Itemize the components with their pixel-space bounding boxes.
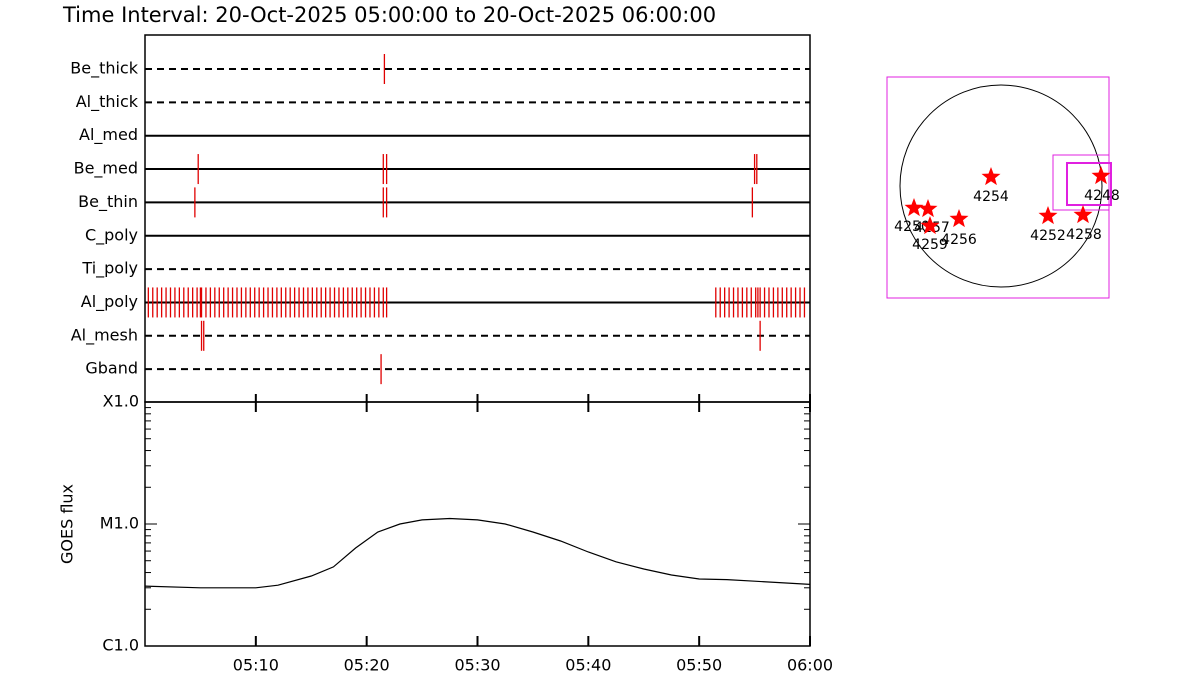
row-label: Be_med: [74, 159, 138, 179]
region-star: [1038, 206, 1058, 225]
x-tick-label: 05:10: [233, 656, 279, 675]
region-star: [920, 216, 940, 235]
region-star: [949, 209, 969, 228]
row-label: Gband: [85, 359, 138, 378]
fov-box: [1052, 154, 1110, 211]
region-star: [1091, 166, 1111, 185]
region-label: 4248: [1084, 188, 1120, 204]
y-axis-label: GOES flux: [58, 484, 77, 564]
x-tick-label: 06:00: [787, 656, 833, 675]
row-label: Al_mesh: [71, 325, 138, 345]
row-label: Al_thick: [76, 92, 139, 112]
y-tick-label: X1.0: [103, 392, 139, 411]
x-tick-label: 05:40: [565, 656, 611, 675]
row-label: Ti_poly: [81, 259, 138, 279]
region-label: 4258: [1066, 227, 1102, 243]
chart-title: Time Interval: 20-Oct-2025 05:00:00 to 2…: [62, 3, 716, 27]
timeline-frame: [144, 34, 811, 403]
y-tick-label: C1.0: [102, 636, 139, 655]
x-tick-label: 05:50: [676, 656, 722, 675]
region-label: 4259: [912, 237, 948, 253]
map-frame: [886, 76, 1110, 299]
region-label: 4254: [973, 189, 1009, 205]
x-tick-label: 05:20: [344, 656, 390, 675]
region-star: [918, 199, 938, 218]
goes-curve: [144, 517, 811, 589]
solar-disk: [899, 84, 1103, 288]
goes-frame: [144, 401, 811, 647]
row-label: Be_thick: [70, 59, 138, 79]
region-label: 4252: [1030, 228, 1066, 244]
region-star: [981, 167, 1001, 186]
row-label: Al_poly: [81, 292, 138, 312]
region-star: [904, 198, 924, 217]
fov-box: [1066, 162, 1112, 206]
y-tick-label: M1.0: [100, 514, 139, 533]
row-label: C_poly: [85, 225, 138, 245]
row-label: Be_thin: [78, 192, 138, 212]
region-label: 4256: [941, 232, 977, 248]
x-tick-label: 05:30: [454, 656, 500, 675]
region-star: [1073, 205, 1093, 224]
row-label: Al_med: [79, 125, 138, 145]
